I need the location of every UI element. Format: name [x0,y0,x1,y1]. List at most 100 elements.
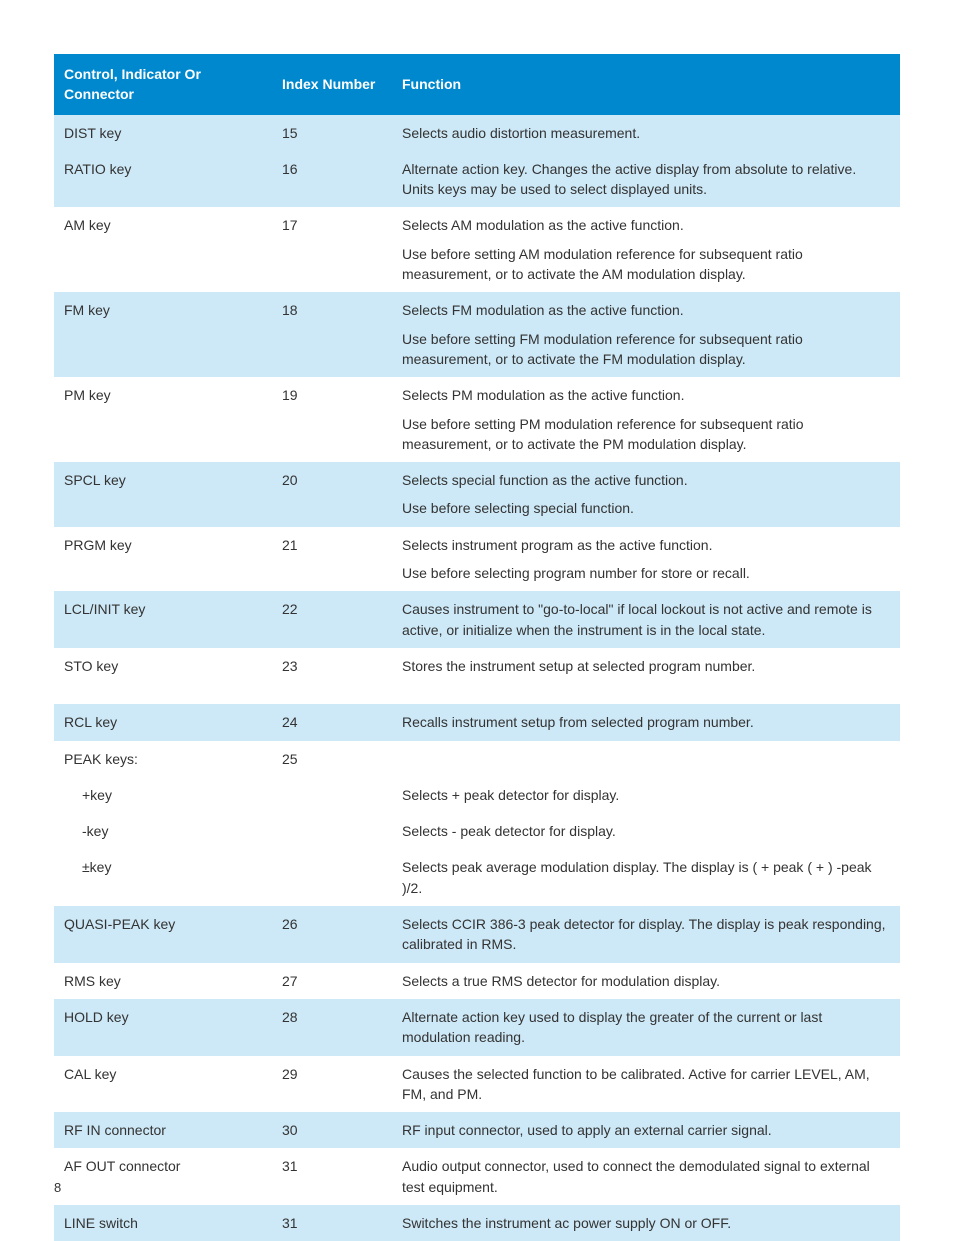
function-text: Audio output connector, used to connect … [402,1156,890,1197]
cell-function: RF input connector, used to apply an ext… [392,1112,900,1148]
cell-function: Recalls instrument setup from selected p… [392,704,900,740]
function-text: Selects AM modulation as the active func… [402,215,890,235]
table-row: CAL key29Causes the selected function to… [54,1056,900,1113]
table-row: LCL/INIT key22Causes instrument to "go-t… [54,591,900,648]
cell-function: Selects + peak detector for display. [392,777,900,813]
col-header-index: Index Number [272,54,392,115]
cell-function: Alternate action key used to display the… [392,999,900,1056]
table-row: PM key19Selects PM modulation as the act… [54,377,900,462]
cell-function: Alternate action key. Changes the active… [392,151,900,208]
cell-control: STO key [54,648,272,704]
function-text: Selects CCIR 386-3 peak detector for dis… [402,914,890,955]
cell-control: ±key [54,849,272,906]
table-row: SPCL key20 Selects special function as th… [54,462,900,527]
table-row: DIST key15Selects audio distortion measu… [54,115,900,151]
table-header-row: Control, Indicator Or Connector Index Nu… [54,54,900,115]
cell-index: 29 [272,1056,392,1113]
function-text: Selects special function as the active f… [402,470,890,490]
function-text: Selects a true RMS detector for modulati… [402,971,890,991]
function-text: Use before setting FM modulation referen… [402,329,890,370]
cell-control: +key [54,777,272,813]
page: Control, Indicator Or Connector Index Nu… [0,0,954,1241]
cell-function: Selects special function as the active f… [392,462,900,527]
cell-function: Selects FM modulation as the active func… [392,292,900,377]
table-row: AF OUT connector31Audio output connector… [54,1148,900,1205]
table-row: -key Selects - peak detector for display. [54,813,900,849]
cell-function: Selects audio distortion measurement. [392,115,900,151]
table-row: FM key18Selects FM modulation as the act… [54,292,900,377]
cell-function: Selects AM modulation as the active func… [392,207,900,292]
function-text: Selects audio distortion measurement. [402,123,890,143]
function-text: Use before setting PM modulation referen… [402,414,890,455]
control-label-indented: -key [64,821,108,841]
cell-index: 31 [272,1205,392,1241]
table-row: AM key17 Selects AM modulation as the act… [54,207,900,292]
cell-control: RF IN connector [54,1112,272,1148]
page-number: 8 [54,1180,61,1195]
cell-index [272,849,392,906]
table-row: RF IN connector30 RF input connector, use… [54,1112,900,1148]
cell-control: -key [54,813,272,849]
function-text: Causes instrument to "go-to-local" if lo… [402,599,890,640]
cell-index: 20 [272,462,392,527]
control-label-indented: ±key [64,857,111,877]
cell-index: 15 [272,115,392,151]
col-header-control: Control, Indicator Or Connector [54,54,272,115]
cell-function: Selects peak average modulation display.… [392,849,900,906]
cell-control: PRGM key [54,527,272,592]
cell-function: Stores the instrument setup at selected … [392,648,900,704]
cell-control: HOLD key [54,999,272,1056]
cell-function: Causes instrument to "go-to-local" if lo… [392,591,900,648]
cell-control: AF OUT connector [54,1148,272,1205]
table-row: +key Selects + peak detector for display. [54,777,900,813]
cell-index: 31 [272,1148,392,1205]
function-text: Selects + peak detector for display. [402,785,890,805]
function-text: Use before selecting program number for … [402,563,890,583]
cell-function: Selects a true RMS detector for modulati… [392,963,900,999]
table-row: RATIO key16Alternate action key. Changes… [54,151,900,208]
table-row: RCL key24Recalls instrument setup from s… [54,704,900,740]
cell-control: AM key [54,207,272,292]
cell-index: 16 [272,151,392,208]
cell-function: Causes the selected function to be calib… [392,1056,900,1113]
reference-table: Control, Indicator Or Connector Index Nu… [54,54,900,1241]
table-row: RMS key27Selects a true RMS detector for… [54,963,900,999]
function-text: Use before selecting special function. [402,498,890,518]
control-label-indented: +key [64,785,112,805]
cell-index: 21 [272,527,392,592]
cell-control: CAL key [54,1056,272,1113]
cell-control: PEAK keys: [54,741,272,777]
col-header-function: Function [392,54,900,115]
cell-control: SPCL key [54,462,272,527]
cell-index [272,813,392,849]
cell-index: 30 [272,1112,392,1148]
cell-function: Audio output connector, used to connect … [392,1148,900,1205]
cell-control: LCL/INIT key [54,591,272,648]
cell-function: Selects - peak detector for display. [392,813,900,849]
cell-index: 28 [272,999,392,1056]
table-row: ±key Selects peak average modulation disp… [54,849,900,906]
cell-function: Selects PM modulation as the active func… [392,377,900,462]
cell-index: 17 [272,207,392,292]
table-row: HOLD key28Alternate action key used to d… [54,999,900,1056]
cell-index: 23 [272,648,392,704]
cell-index: 18 [272,292,392,377]
function-text: Causes the selected function to be calib… [402,1064,890,1105]
cell-control: LINE switch [54,1205,272,1241]
function-text: Selects PM modulation as the active func… [402,385,890,405]
cell-control: FM key [54,292,272,377]
function-text: Alternate action key used to display the… [402,1007,890,1048]
function-text: RF input connector, used to apply an ext… [402,1120,890,1140]
function-text: Recalls instrument setup from selected p… [402,712,890,732]
cell-function: Selects instrument program as the active… [392,527,900,592]
cell-function [392,741,900,777]
table-row: LINE switch31Switches the instrument ac … [54,1205,900,1241]
table-row: STO key23Stores the instrument setup at … [54,648,900,704]
cell-function: Switches the instrument ac power supply … [392,1205,900,1241]
cell-index: 19 [272,377,392,462]
function-text: Use before setting AM modulation referen… [402,244,890,285]
table-row: PEAK keys:25 [54,741,900,777]
cell-control: RATIO key [54,151,272,208]
cell-index [272,777,392,813]
table-row: QUASI-PEAK key26Selects CCIR 386-3 peak … [54,906,900,963]
